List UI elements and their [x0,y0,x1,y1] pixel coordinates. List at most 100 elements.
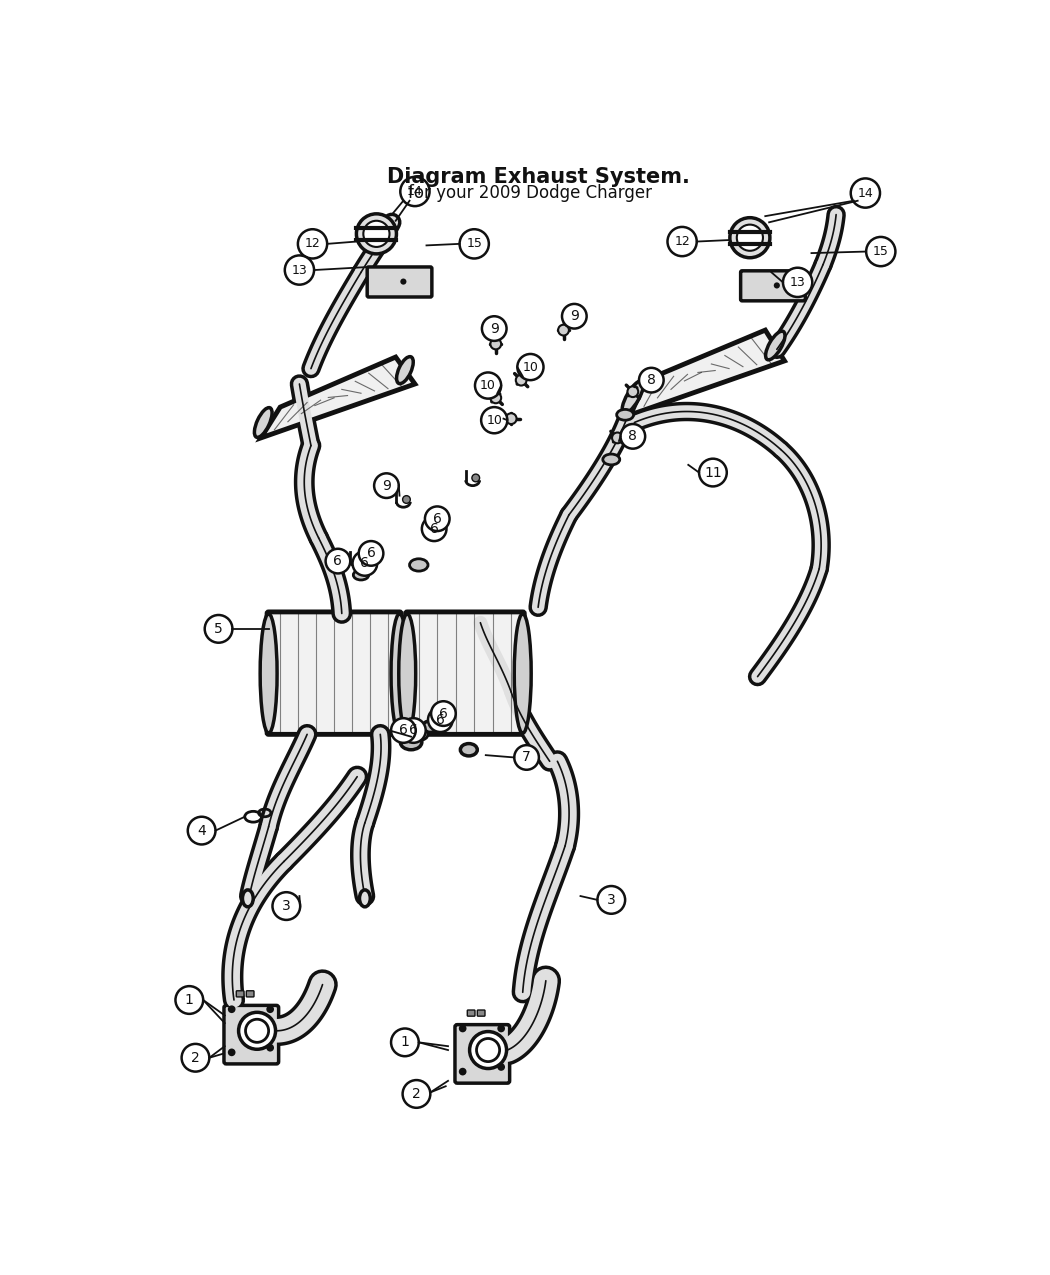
Circle shape [188,817,215,844]
Text: 15: 15 [873,245,888,258]
Text: 12: 12 [304,237,320,250]
Circle shape [401,718,425,743]
FancyBboxPatch shape [740,270,805,301]
Ellipse shape [514,613,531,733]
Ellipse shape [391,613,408,733]
Circle shape [182,1044,209,1071]
FancyBboxPatch shape [368,266,432,297]
Ellipse shape [765,332,785,360]
Text: 1: 1 [400,1035,410,1049]
Polygon shape [630,330,784,414]
Text: 5: 5 [214,622,223,636]
Ellipse shape [422,720,438,732]
Circle shape [490,339,501,349]
Text: 9: 9 [489,321,499,335]
Circle shape [459,1025,466,1033]
Text: 6: 6 [436,713,445,727]
Circle shape [559,325,569,335]
Ellipse shape [410,728,428,741]
Text: 13: 13 [292,264,308,277]
Circle shape [459,1067,466,1075]
Circle shape [481,407,507,434]
Circle shape [482,316,506,340]
Text: 15: 15 [466,237,482,250]
Circle shape [425,506,449,532]
Text: 10: 10 [480,379,496,391]
Text: 10: 10 [486,413,502,427]
Circle shape [668,227,697,256]
Text: 6: 6 [366,547,376,561]
Circle shape [506,413,517,425]
Ellipse shape [260,613,277,733]
Circle shape [475,372,501,399]
Ellipse shape [243,890,253,907]
Circle shape [402,1080,430,1108]
Ellipse shape [400,734,422,750]
FancyBboxPatch shape [236,991,244,997]
Circle shape [428,708,453,732]
Text: 6: 6 [408,723,418,737]
FancyBboxPatch shape [405,612,524,734]
Circle shape [866,237,896,266]
Circle shape [490,393,501,403]
FancyBboxPatch shape [267,612,401,734]
Circle shape [850,179,880,208]
Ellipse shape [616,409,633,421]
Circle shape [391,1029,419,1056]
Circle shape [471,474,480,482]
Circle shape [359,541,383,566]
Text: 2: 2 [191,1051,200,1065]
Ellipse shape [353,570,369,580]
Ellipse shape [410,558,428,571]
FancyBboxPatch shape [478,1010,485,1016]
Text: 8: 8 [628,430,637,444]
Text: 6: 6 [433,511,442,525]
Circle shape [228,1048,235,1056]
Ellipse shape [254,408,272,437]
Text: 11: 11 [705,465,721,479]
Circle shape [400,278,406,284]
Ellipse shape [397,357,414,384]
Ellipse shape [730,218,770,258]
Text: 2: 2 [412,1088,421,1100]
Circle shape [612,432,623,444]
FancyBboxPatch shape [455,1025,509,1084]
Circle shape [205,615,232,643]
Text: 3: 3 [282,899,291,913]
Ellipse shape [356,214,397,254]
Text: 6: 6 [399,723,407,737]
FancyBboxPatch shape [247,991,254,997]
Circle shape [267,1006,274,1014]
Circle shape [175,986,204,1014]
Circle shape [639,367,664,393]
Circle shape [514,745,539,770]
Circle shape [356,555,364,562]
Ellipse shape [737,224,763,251]
Ellipse shape [469,1031,506,1068]
Circle shape [783,268,813,297]
Circle shape [597,886,625,914]
Text: Diagram Exhaust System.: Diagram Exhaust System. [386,167,690,187]
Text: 1: 1 [185,993,194,1007]
Text: for your 2009 Dodge Charger: for your 2009 Dodge Charger [408,184,668,201]
Circle shape [402,496,411,504]
Text: 6: 6 [429,521,439,536]
Circle shape [273,892,300,921]
Ellipse shape [363,221,390,247]
Circle shape [400,177,429,207]
Text: 13: 13 [790,275,805,289]
Text: 6: 6 [439,706,448,720]
Circle shape [432,701,456,725]
Text: 9: 9 [570,310,579,324]
Circle shape [562,303,587,329]
Circle shape [422,516,446,541]
Circle shape [391,718,416,743]
Circle shape [628,386,638,397]
Circle shape [298,230,328,259]
Ellipse shape [460,743,478,756]
Ellipse shape [399,613,416,733]
Text: 6: 6 [360,556,370,570]
Circle shape [498,1025,505,1033]
Circle shape [498,1063,505,1071]
FancyBboxPatch shape [224,1006,278,1063]
